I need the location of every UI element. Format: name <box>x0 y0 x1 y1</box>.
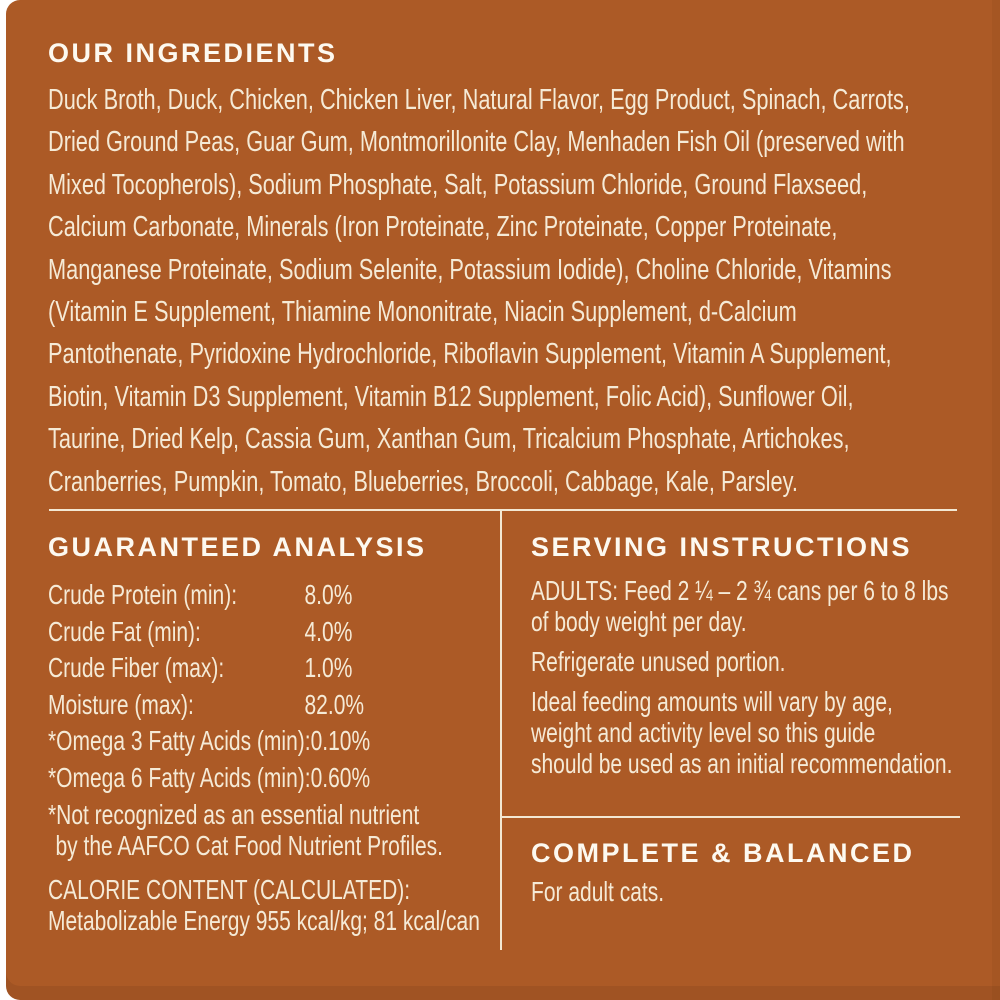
calorie-content-heading: CALORIE CONTENT (CALCULATED): <box>48 873 411 905</box>
analysis-label: Moisture (max): <box>48 688 194 720</box>
serving-line: weight and activity level so this guide <box>531 717 876 748</box>
analysis-footnote-line: *Not recognized as an essential nutrient <box>48 798 420 830</box>
serving-line: ADULTS: Feed 2 ¼ – 2 ¾ cans per 6 to 8 l… <box>531 575 949 606</box>
ingredients-line: Manganese Proteinate, Sodium Selenite, P… <box>48 253 892 286</box>
analysis-value: 0.60% <box>310 761 371 793</box>
ingredients-line: Taurine, Dried Kelp, Cassia Gum, Xanthan… <box>48 423 850 456</box>
guaranteed-analysis-heading: GUARANTEED ANALYSIS <box>48 532 427 562</box>
serving-instructions-heading: SERVING INSTRUCTIONS <box>531 532 913 562</box>
analysis-footnote-line: by the AAFCO Cat Food Nutrient Profiles. <box>55 829 444 861</box>
ingredients-line: Duck Broth, Duck, Chicken, Chicken Liver… <box>48 84 910 116</box>
serving-instructions-section: SERVING INSTRUCTIONS ADULTS: Feed 2 ¼ – … <box>531 532 991 779</box>
analysis-label: Crude Fiber (max): <box>48 652 225 684</box>
guaranteed-analysis-section: GUARANTEED ANALYSIS Crude Protein (min):… <box>48 532 498 937</box>
analysis-row: Moisture (max): 82.0% <box>48 687 498 724</box>
column-divider-vertical <box>500 510 502 950</box>
right-column-divider-horizontal <box>502 816 960 818</box>
ingredients-line: Pantothenate, Pyridoxine Hydrochloride, … <box>48 338 892 371</box>
complete-balanced-section: COMPLETE & BALANCED For adult cats. <box>531 838 991 907</box>
analysis-label: Crude Fat (min): <box>48 615 201 647</box>
serving-line: Ideal feeding amounts will vary by age, <box>531 686 893 717</box>
complete-balanced-heading: COMPLETE & BALANCED <box>531 838 915 868</box>
serving-paragraph-refrigerate: Refrigerate unused portion. <box>531 646 996 677</box>
analysis-row: *Omega 6 Fatty Acids (min): 0.60% <box>48 760 498 797</box>
ingredients-line: Mixed Tocopherols), Sodium Phosphate, Sa… <box>48 168 868 201</box>
ingredients-line: (Vitamin E Supplement, Thiamine Mononitr… <box>48 296 797 329</box>
serving-line: should be used as an initial recommendat… <box>531 748 953 779</box>
analysis-value: 0.10% <box>310 725 371 757</box>
serving-paragraph-ideal: Ideal feeding amounts will vary by age, … <box>531 686 996 779</box>
analysis-row: Crude Fat (min): 4.0% <box>48 614 498 651</box>
ingredients-line: Biotin, Vitamin D3 Supplement, Vitamin B… <box>48 380 854 413</box>
guaranteed-analysis-table: Crude Protein (min): 8.0% Crude Fat (min… <box>48 577 498 937</box>
analysis-value: 1.0% <box>304 652 353 684</box>
ingredients-line: Cranberries, Pumpkin, Tomato, Blueberrie… <box>48 465 798 498</box>
calorie-content-value: Metabolizable Energy 955 kcal/kg; 81 kca… <box>48 905 480 937</box>
ingredients-line: Calcium Carbonate, Minerals (Iron Protei… <box>48 211 838 244</box>
serving-paragraph-adults: ADULTS: Feed 2 ¼ – 2 ¾ cans per 6 to 8 l… <box>531 575 996 637</box>
ingredients-text: Duck Broth, Duck, Chicken, Chicken Liver… <box>48 79 910 503</box>
section-divider-horizontal <box>49 509 957 511</box>
ingredients-heading: OUR INGREDIENTS <box>48 38 338 68</box>
pet-food-label-panel: OUR INGREDIENTS Duck Broth, Duck, Chicke… <box>6 0 1000 1000</box>
analysis-footnote: *Not recognized as an essential nutrient… <box>48 799 498 861</box>
serving-instructions-text: ADULTS: Feed 2 ¼ – 2 ¾ cans per 6 to 8 l… <box>531 575 996 779</box>
analysis-row: Crude Protein (min): 8.0% <box>48 577 498 614</box>
analysis-row: *Omega 3 Fatty Acids (min): 0.10% <box>48 723 498 760</box>
serving-line: Refrigerate unused portion. <box>531 646 786 677</box>
analysis-value: 82.0% <box>304 688 365 720</box>
complete-balanced-subtext: For adult cats. <box>531 876 665 907</box>
analysis-label: *Omega 6 Fatty Acids (min): <box>48 761 311 793</box>
analysis-label: *Omega 3 Fatty Acids (min): <box>48 725 311 757</box>
ingredients-section: OUR INGREDIENTS Duck Broth, Duck, Chicke… <box>48 38 998 503</box>
calorie-content-block: CALORIE CONTENT (CALCULATED): Metaboliza… <box>48 874 498 937</box>
analysis-label: Crude Protein (min): <box>48 579 238 610</box>
analysis-row: Crude Fiber (max): 1.0% <box>48 650 498 687</box>
analysis-value: 8.0% <box>304 579 353 610</box>
analysis-value: 4.0% <box>304 615 353 647</box>
ingredients-line: Dried Ground Peas, Guar Gum, Montmorillo… <box>48 126 905 159</box>
serving-line: of body weight per day. <box>531 606 747 637</box>
